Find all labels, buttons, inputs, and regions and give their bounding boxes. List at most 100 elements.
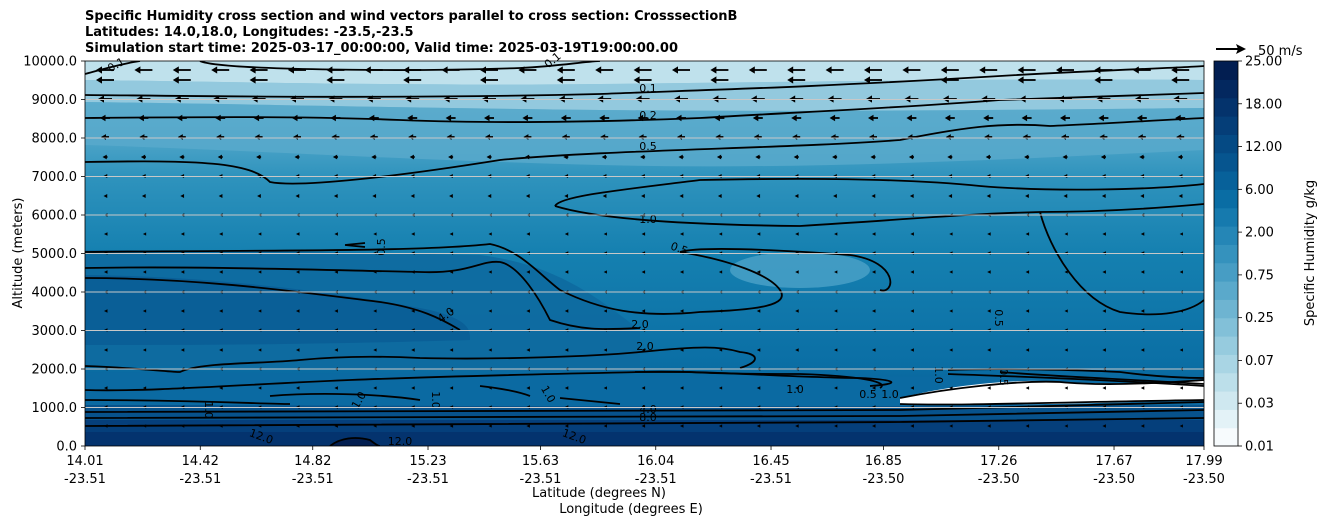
wind-arrow-head <box>564 194 569 198</box>
wind-arrow <box>1140 386 1145 390</box>
wind-arrow <box>364 66 383 74</box>
wind-arrow <box>449 348 454 352</box>
wind-arrow-head <box>373 386 377 390</box>
wind-arrow-head <box>258 232 262 236</box>
wind-arrow <box>834 309 838 313</box>
wind-arrow-head <box>676 114 682 122</box>
wind-arrow-head <box>100 114 106 122</box>
wind-arrow-head <box>295 194 300 198</box>
x-tick-lon: -23.51 <box>292 472 334 487</box>
wind-arrow <box>641 386 646 390</box>
wind-arrow-head <box>556 76 563 84</box>
wind-arrow-head <box>834 424 838 428</box>
wind-arrow-head <box>488 232 492 236</box>
wind-arrow <box>718 348 723 352</box>
wind-arrow <box>330 114 341 122</box>
wind-arrow <box>864 76 882 84</box>
y-tick-label: 3000.0 <box>32 324 78 339</box>
wind-arrow <box>909 194 914 198</box>
wind-arrow-head <box>180 232 185 236</box>
wind-arrow <box>910 309 914 313</box>
wind-arrow <box>795 348 799 352</box>
wind-arrow-head <box>910 232 914 236</box>
wind-arrow-head <box>176 114 183 122</box>
wind-arrow <box>748 66 767 74</box>
wind-arrow <box>217 154 223 160</box>
wind-arrow <box>1025 348 1030 352</box>
colorbar: 0.01 0.03 0.07 0.25 0.75 2.00 6.00 12.00 18.00 25… <box>1213 55 1282 455</box>
wind-arrow <box>1098 114 1109 122</box>
wind-arrow <box>104 270 108 274</box>
wind-arrow <box>710 76 729 84</box>
wind-arrow-head <box>1064 348 1068 352</box>
wind-key: 50 m/s <box>1216 44 1303 59</box>
wind-arrow <box>1140 194 1145 198</box>
wind-arrow-head <box>1101 194 1106 198</box>
wind-arrow <box>908 154 914 160</box>
wind-arrow <box>987 232 991 236</box>
wind-arrow <box>1140 270 1145 274</box>
wind-arrow <box>680 424 684 428</box>
wind-arrow-head <box>215 114 221 122</box>
wind-arrow-head <box>985 154 990 160</box>
wind-arrow <box>676 114 686 122</box>
colorbar-swatch <box>1214 134 1238 154</box>
wind-arrow-head <box>795 386 799 390</box>
wind-arrow <box>172 76 191 84</box>
wind-arrow-head <box>564 386 569 390</box>
wind-arrow <box>334 386 338 390</box>
y-axis: 0.0 1000.0 2000.0 3000.0 4000.0 5000.0 6000.0 7… <box>23 55 85 455</box>
contour-label: 0.5 <box>375 238 388 256</box>
wind-arrow-head <box>748 66 755 74</box>
wind-arrow-head <box>949 232 953 236</box>
wind-arrow <box>180 270 185 274</box>
wind-arrow <box>96 66 114 74</box>
wind-arrow <box>258 309 262 313</box>
wind-arrow <box>564 386 569 390</box>
wind-arrow <box>679 194 684 198</box>
wind-arrow-head <box>1094 66 1101 74</box>
wind-arrow-head <box>326 76 333 84</box>
wind-arrow-head <box>334 270 338 274</box>
x-tick-lon: -23.51 <box>179 472 221 487</box>
wind-arrow-head <box>219 348 223 352</box>
wind-arrow <box>407 114 418 122</box>
wind-arrow <box>294 154 300 160</box>
wind-arrow-head <box>641 386 646 390</box>
wind-arrow-head <box>1102 309 1106 313</box>
wind-arrow-head <box>522 114 528 122</box>
wind-arrow-head <box>872 309 876 313</box>
wind-arrow-head <box>449 232 454 236</box>
wind-arrow <box>334 232 338 236</box>
wind-arrow-head <box>1024 154 1029 160</box>
wind-arrow <box>756 309 761 313</box>
wind-arrow <box>249 76 268 84</box>
wind-arrow-head <box>1136 114 1143 122</box>
wind-arrow-head <box>102 154 107 160</box>
wind-arrow-head <box>680 232 684 236</box>
colorbar-swatch <box>1214 79 1238 99</box>
wind-arrow <box>795 232 799 236</box>
wind-arrow-head <box>641 309 646 313</box>
wind-arrow-head <box>326 66 333 74</box>
wind-arrow <box>756 232 761 236</box>
wind-arrow <box>1094 76 1113 84</box>
wind-arrow-head <box>373 424 377 428</box>
wind-arrow <box>403 76 422 84</box>
wind-arrow-head <box>488 348 492 352</box>
wind-arrow <box>603 424 607 428</box>
wind-arrow <box>449 309 454 313</box>
wind-arrow <box>718 386 723 390</box>
x-tick-lat: 14.42 <box>182 454 219 469</box>
wind-arrow-head <box>756 309 761 313</box>
wind-arrow-head <box>219 270 223 274</box>
wind-arrow-head <box>949 309 953 313</box>
wind-arrow <box>987 386 991 390</box>
wind-arrow-head <box>403 76 410 84</box>
wind-arrow-head <box>526 424 530 428</box>
colorbar-label: Specific Humidity g/kg <box>1303 180 1318 326</box>
y-tick-label: 7000.0 <box>32 170 78 185</box>
wind-arrow <box>142 348 147 352</box>
wind-arrow <box>219 386 223 390</box>
wind-arrow <box>1017 66 1036 74</box>
